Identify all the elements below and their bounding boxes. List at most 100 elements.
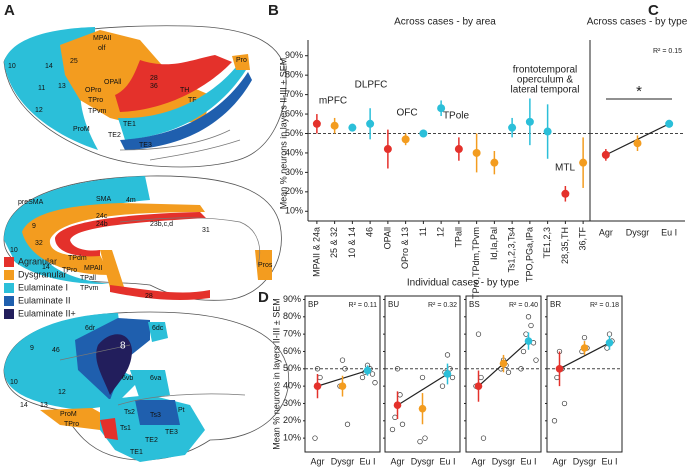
area-label: 28 bbox=[145, 293, 153, 300]
legend-label: Agranular bbox=[18, 256, 57, 266]
area-label: 6dc bbox=[152, 325, 164, 332]
area-label: 28 bbox=[150, 75, 158, 82]
case-point bbox=[314, 366, 321, 372]
case-point bbox=[480, 435, 487, 441]
area-label: ProM bbox=[60, 411, 77, 418]
x-tick-label: 28,35,TH bbox=[560, 227, 570, 264]
legend-label: Eulaminate II+ bbox=[18, 308, 76, 318]
y-tick-label: 60% bbox=[285, 108, 303, 118]
case-point bbox=[394, 366, 401, 372]
point bbox=[525, 117, 534, 126]
point bbox=[437, 104, 446, 113]
panel-letter: C bbox=[648, 2, 659, 19]
area-label: Ts3 bbox=[150, 412, 161, 419]
chart-title: Across cases - by area bbox=[394, 17, 496, 28]
x-tick-label: Agr bbox=[552, 456, 566, 466]
point bbox=[508, 123, 517, 132]
case-point bbox=[444, 352, 451, 358]
panel-letter: A bbox=[4, 2, 15, 19]
point bbox=[633, 139, 642, 148]
case-point bbox=[372, 380, 378, 386]
area-label: 25 bbox=[70, 58, 78, 65]
x-tick-label: 11 bbox=[418, 227, 428, 236]
area-label: preSMA bbox=[18, 199, 44, 206]
area-label: TE1 bbox=[123, 121, 136, 128]
case-point bbox=[523, 331, 529, 337]
point bbox=[454, 145, 463, 154]
group-label: MTL bbox=[555, 163, 575, 174]
trend-line bbox=[397, 373, 448, 406]
case-point bbox=[369, 371, 376, 377]
case-point bbox=[312, 435, 318, 441]
x-tick-label: Dysgr bbox=[492, 456, 516, 466]
case-point bbox=[606, 331, 613, 337]
y-tick-label: 30% bbox=[283, 398, 301, 408]
area-label: TPvm bbox=[88, 108, 106, 115]
area-label: 31 bbox=[202, 227, 210, 234]
case-point bbox=[561, 400, 568, 407]
point bbox=[312, 119, 321, 128]
area-label: TE3 bbox=[139, 142, 152, 149]
area-label: 6dr bbox=[85, 325, 96, 332]
mean-point bbox=[580, 344, 589, 352]
r2-label: R² = 0.32 bbox=[428, 302, 457, 309]
brain-medial bbox=[3, 175, 282, 301]
x-tick-label: Dysgr bbox=[331, 456, 355, 466]
case-point bbox=[533, 357, 539, 363]
case-point bbox=[439, 383, 446, 389]
area-label: 13 bbox=[40, 402, 48, 409]
area-label: 36 bbox=[150, 83, 158, 90]
y-tick-label: 50% bbox=[283, 363, 301, 373]
mean-point bbox=[524, 337, 533, 345]
y-axis-label: Mean % neurons in layers II-III ± SEM bbox=[278, 58, 288, 210]
y-axis-label: Mean % neurons in layers II-III ± SEM bbox=[271, 298, 281, 450]
subplot-frame bbox=[465, 295, 542, 453]
area-label: 12 bbox=[35, 107, 43, 114]
chart-title: Across cases - by type bbox=[587, 17, 688, 28]
group-label: TPole bbox=[443, 111, 470, 122]
y-tick-label: 70% bbox=[283, 329, 301, 339]
area-label: Pt bbox=[178, 407, 185, 414]
area-label: TPro bbox=[62, 267, 77, 274]
area-label: 24c bbox=[96, 213, 108, 220]
case-point bbox=[554, 374, 560, 381]
point bbox=[665, 119, 674, 128]
legend-swatch bbox=[4, 296, 14, 306]
point bbox=[419, 129, 428, 138]
x-tick-label: 25 & 32 bbox=[329, 227, 339, 258]
y-tick-label: 50% bbox=[285, 128, 303, 138]
legend-swatch bbox=[4, 257, 14, 267]
area-label: 4m bbox=[126, 197, 136, 204]
area-label: MPAII bbox=[84, 265, 103, 272]
group-label: lateral temporal bbox=[511, 85, 580, 96]
area-label: SMA bbox=[96, 196, 112, 203]
y-tick-label: 40% bbox=[285, 147, 303, 157]
area-label: TPro bbox=[88, 97, 103, 104]
x-tick-label: 12 bbox=[436, 227, 446, 237]
area-label: 46 bbox=[52, 347, 60, 354]
subplot-frame bbox=[546, 295, 623, 453]
point bbox=[383, 145, 392, 154]
case-point bbox=[344, 421, 351, 427]
area-label: TE2 bbox=[145, 437, 158, 444]
area-label: TPvm bbox=[80, 285, 98, 292]
significance: * bbox=[636, 83, 642, 100]
x-tick-label: OPAll bbox=[382, 227, 392, 249]
x-tick-label: Dysgr bbox=[626, 227, 650, 237]
r2-label: R² = 0.40 bbox=[509, 302, 538, 309]
case-point bbox=[478, 374, 484, 381]
chart-title: Individual cases - by type bbox=[407, 278, 520, 289]
x-tick-label: Id,Ia,Pal bbox=[489, 227, 499, 260]
legend-label: Dysgranular bbox=[18, 269, 67, 279]
x-tick-label: Dysgr bbox=[573, 456, 597, 466]
case-point bbox=[417, 438, 423, 445]
x-tick-label: Eu I bbox=[359, 456, 375, 466]
case-point bbox=[389, 426, 396, 433]
area-label: 14 bbox=[20, 402, 28, 409]
mean-point bbox=[363, 366, 372, 375]
area-label: 6va bbox=[150, 375, 161, 382]
mean-point bbox=[393, 401, 402, 410]
case-point bbox=[518, 366, 524, 372]
subplot-name: BS bbox=[469, 300, 480, 309]
point bbox=[543, 127, 552, 136]
